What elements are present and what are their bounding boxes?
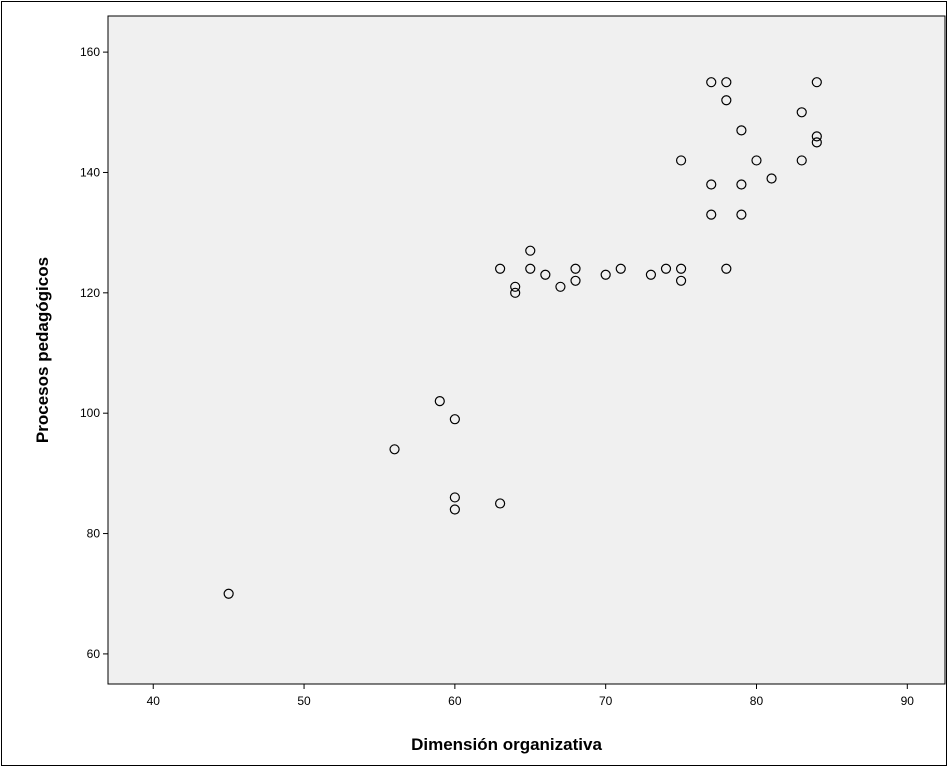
data-point [570,275,581,286]
x-tick-label: 70 [599,694,613,708]
data-point [706,209,717,220]
data-point [706,179,717,190]
data-point [796,107,807,118]
data-point [660,263,672,274]
x-tick-label: 50 [297,694,311,708]
data-point [796,155,807,166]
data-point [449,504,460,515]
data-point [389,444,400,455]
data-point [525,245,536,256]
data-point [555,281,566,292]
data-point [751,155,762,166]
x-tick-label: 60 [448,694,462,708]
x-tick-label: 80 [750,694,764,708]
x-tick-label: 90 [901,694,915,708]
y-tick-label: 120 [80,286,100,300]
data-point [540,269,551,280]
data-point [525,263,536,274]
y-axis-title: Procesos pedagógicos [33,257,52,443]
data-point [510,281,521,292]
data-point [449,492,460,503]
data-point [449,414,460,425]
data-point [645,269,657,280]
y-tick-label: 140 [80,165,100,179]
y-tick-label: 60 [87,647,101,661]
data-point [736,179,747,190]
data-point [675,275,687,286]
x-tick-label: 40 [147,694,161,708]
data-points [223,77,822,599]
data-point [811,131,822,142]
data-point [510,287,521,298]
axes: 40 50 60 70 80 90 60 80 100 120 140 160 [80,45,914,708]
y-tick-label: 80 [87,527,101,541]
data-point [495,498,506,509]
data-point [766,173,777,184]
plot-area [107,15,946,685]
data-point [434,396,445,407]
data-point [736,209,747,220]
data-point [811,77,822,88]
data-point [675,155,687,166]
data-point [615,263,626,274]
data-point [223,588,234,599]
data-point [721,263,732,274]
data-point [600,269,611,280]
x-axis-title: Dimensión organizativa [411,735,602,754]
data-point [736,125,747,136]
y-tick-label: 100 [80,406,100,420]
data-point [675,263,687,274]
data-point [721,95,732,106]
data-point [495,263,506,274]
data-point [706,77,717,88]
data-point [570,263,581,274]
y-tick-label: 160 [80,45,100,59]
data-point [811,137,822,148]
data-point [721,77,732,88]
